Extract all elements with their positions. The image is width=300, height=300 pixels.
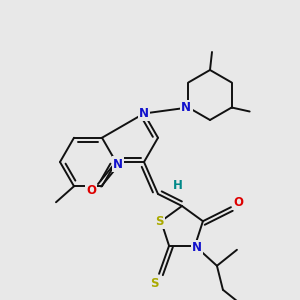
Text: N: N: [139, 107, 149, 120]
Text: N: N: [113, 158, 123, 170]
Text: N: N: [181, 101, 191, 114]
Text: S: S: [150, 277, 158, 290]
Text: O: O: [86, 184, 96, 197]
Text: S: S: [155, 215, 163, 228]
Text: N: N: [192, 241, 202, 254]
Text: H: H: [173, 179, 183, 193]
Text: O: O: [233, 196, 243, 209]
